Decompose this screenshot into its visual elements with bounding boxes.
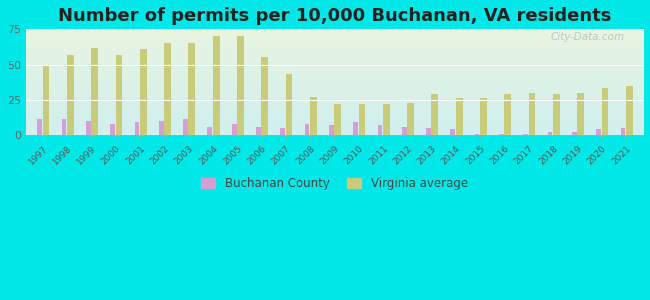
- Text: City-Data.com: City-Data.com: [551, 32, 625, 42]
- Bar: [528, 93, 536, 135]
- Bar: [188, 44, 195, 135]
- Bar: [329, 125, 333, 135]
- Bar: [378, 125, 382, 135]
- Bar: [164, 44, 171, 135]
- Bar: [38, 119, 42, 135]
- Legend: Buchanan County, Virginia average: Buchanan County, Virginia average: [201, 177, 468, 190]
- Bar: [480, 98, 487, 135]
- Bar: [450, 129, 455, 135]
- Bar: [183, 119, 188, 135]
- Bar: [280, 128, 285, 135]
- Bar: [601, 88, 608, 135]
- Bar: [111, 124, 115, 135]
- Bar: [383, 104, 389, 135]
- Bar: [213, 36, 220, 135]
- Bar: [86, 121, 91, 135]
- Bar: [456, 98, 463, 135]
- Bar: [256, 127, 261, 135]
- Bar: [523, 134, 528, 135]
- Title: Number of permits per 10,000 Buchanan, VA residents: Number of permits per 10,000 Buchanan, V…: [58, 7, 611, 25]
- Bar: [232, 124, 237, 135]
- Bar: [499, 134, 504, 135]
- Bar: [359, 104, 365, 135]
- Bar: [626, 86, 632, 135]
- Bar: [91, 48, 98, 135]
- Bar: [334, 104, 341, 135]
- Bar: [432, 94, 438, 135]
- Bar: [62, 119, 66, 135]
- Bar: [261, 58, 268, 135]
- Bar: [135, 122, 139, 135]
- Bar: [43, 64, 49, 135]
- Bar: [353, 122, 358, 135]
- Bar: [553, 94, 560, 135]
- Bar: [140, 49, 147, 135]
- Bar: [426, 128, 431, 135]
- Bar: [285, 74, 293, 135]
- Bar: [116, 55, 122, 135]
- Bar: [305, 124, 309, 135]
- Bar: [572, 132, 577, 135]
- Bar: [67, 55, 74, 135]
- Bar: [474, 134, 480, 135]
- Bar: [207, 127, 213, 135]
- Bar: [547, 132, 552, 135]
- Bar: [596, 129, 601, 135]
- Bar: [237, 36, 244, 135]
- Bar: [504, 94, 511, 135]
- Bar: [621, 128, 625, 135]
- Bar: [310, 97, 317, 135]
- Bar: [159, 121, 164, 135]
- Bar: [402, 127, 407, 135]
- Bar: [407, 103, 414, 135]
- Bar: [577, 93, 584, 135]
